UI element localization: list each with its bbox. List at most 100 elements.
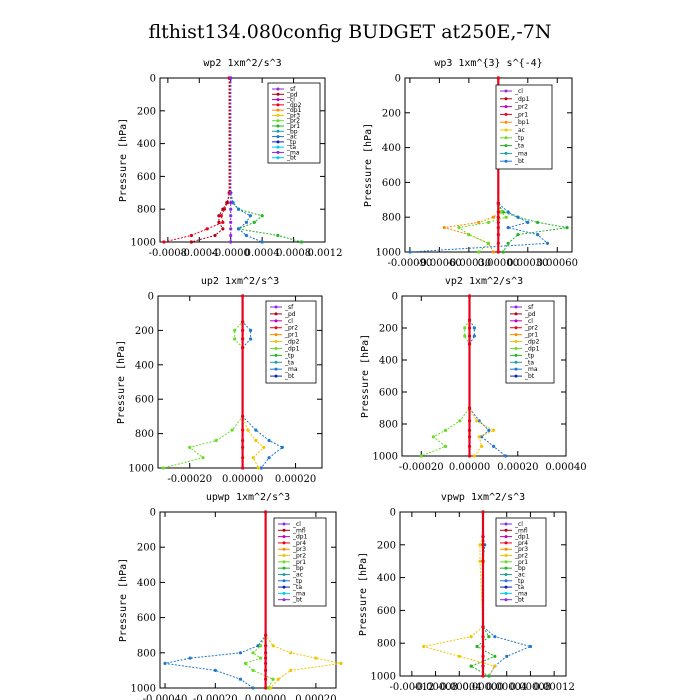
- legend-marker: [282, 585, 286, 589]
- y-tick-label: 0: [150, 508, 156, 519]
- x-tick-label: -0.00020: [399, 462, 444, 473]
- legend-entry: _pr2: [524, 325, 538, 332]
- legend: _sf_pd_cl_pr2_pr1_dp2_dp1_tp_ta_ma_bt: [265, 300, 317, 384]
- data-point: [163, 661, 167, 665]
- legend-marker: [504, 105, 508, 109]
- legend-entry: _pd: [524, 311, 536, 318]
- y-tick-label: 200: [382, 108, 401, 119]
- data-point: [496, 201, 500, 205]
- data-point: [528, 644, 533, 649]
- x-tick-label: 0.00040: [545, 462, 586, 473]
- legend-entry: _pr1: [286, 123, 300, 130]
- data-point: [487, 674, 491, 678]
- data-point: [229, 76, 233, 80]
- legend-marker: [504, 598, 508, 602]
- data-point: [505, 654, 509, 658]
- x-tick-label: 0.00000: [245, 694, 286, 700]
- legend-marker: [276, 135, 280, 139]
- y-tick-label: 600: [379, 388, 398, 399]
- legend-marker: [504, 585, 508, 589]
- y-axis-label: Pressure [hPa]: [116, 340, 127, 424]
- data-point: [491, 215, 496, 219]
- data-point: [266, 686, 270, 690]
- data-point: [238, 677, 243, 681]
- legend-entry: _ma: [514, 590, 528, 597]
- data-point: [477, 435, 481, 439]
- legend-entry: _cl: [524, 318, 533, 325]
- legend-marker: [276, 124, 280, 128]
- x-tick-label: 0.00020: [275, 474, 316, 485]
- data-point: [496, 250, 500, 254]
- data-point: [264, 677, 268, 681]
- data-point: [496, 215, 500, 219]
- legend-entry: _pr1: [514, 111, 528, 118]
- legend-marker: [504, 547, 508, 551]
- y-tick-label: 0: [390, 508, 396, 519]
- figure-title: flthist134.080config BUDGET at250E,-7N: [148, 21, 551, 43]
- legend-entry: _tp: [284, 352, 294, 359]
- data-point: [241, 320, 245, 324]
- data-point: [264, 656, 268, 660]
- data-point: [442, 226, 446, 230]
- legend-entry: _dp1: [286, 107, 302, 114]
- data-point: [314, 656, 318, 660]
- legend-entry: _pr1: [514, 559, 528, 566]
- legend-entry: _tp: [292, 578, 302, 585]
- y-tick-label: 200: [377, 540, 396, 551]
- y-tick-label: 400: [137, 139, 156, 150]
- legend-marker: [282, 560, 286, 564]
- legend-marker: [274, 346, 278, 350]
- data-point: [243, 661, 248, 665]
- chart-panel: wp2 1xm^2/s^302004006008001000-0.0008-0.…: [118, 58, 343, 259]
- legend-entry: _bp1: [514, 119, 530, 126]
- y-axis-label: Pressure [hPa]: [358, 552, 369, 636]
- data-point: [486, 241, 491, 245]
- data-point: [264, 668, 268, 673]
- legend-entry: _ta: [514, 143, 524, 150]
- legend-marker: [504, 535, 508, 539]
- legend-entry: _ac: [514, 571, 525, 578]
- panel-title: wp2 1xm^2/s^3: [203, 58, 281, 69]
- data-point: [467, 294, 472, 298]
- legend-marker: [282, 591, 286, 595]
- panel-title: upwp 1xm^2/s^3: [206, 492, 290, 503]
- x-tick-label: 0.00020: [295, 694, 336, 700]
- data-point: [221, 227, 225, 231]
- plot-frame: [401, 295, 567, 457]
- legend-entry: _tp: [514, 135, 524, 142]
- legend-entry: _pr4: [292, 540, 306, 547]
- y-tick-label: 0: [148, 292, 154, 303]
- y-tick-label: 400: [377, 573, 396, 584]
- legend: _cl_dp1_pr2_pr1_bp1_ac_tp_ta_ma_bt: [495, 84, 553, 170]
- data-point: [408, 250, 412, 254]
- legend-entry: _cl: [514, 521, 523, 528]
- data-point: [241, 294, 245, 298]
- legend-marker: [514, 340, 518, 344]
- legend-marker: [504, 159, 508, 163]
- legend-marker: [504, 579, 508, 583]
- data-point: [189, 240, 194, 244]
- data-point: [467, 419, 472, 423]
- series-line: [265, 512, 342, 689]
- x-tick-label: -0.0008: [149, 248, 187, 259]
- legend-marker: [504, 572, 508, 576]
- data-point: [516, 233, 520, 237]
- data-point: [217, 214, 221, 218]
- legend-entry: _pr2: [286, 118, 300, 125]
- legend-entry: _ac: [514, 127, 525, 134]
- y-tick-label: 0: [392, 292, 398, 303]
- x-tick-label: 0.00000: [462, 682, 503, 693]
- y-tick-label: 600: [137, 172, 156, 183]
- series-line: [244, 512, 274, 689]
- data-point: [241, 428, 245, 432]
- data-point: [339, 661, 343, 665]
- data-point: [506, 226, 510, 230]
- legend-entry: _ma: [524, 366, 538, 373]
- data-point: [467, 454, 472, 458]
- data-point: [162, 240, 166, 244]
- data-point: [241, 328, 245, 332]
- legend: _cl_mfl_dp1_pr4_pr3_pr2_pr1_bp_ac_tp_ta_…: [495, 517, 547, 607]
- data-point: [248, 337, 253, 341]
- y-tick-label: 800: [137, 648, 156, 659]
- legend-marker: [276, 150, 280, 154]
